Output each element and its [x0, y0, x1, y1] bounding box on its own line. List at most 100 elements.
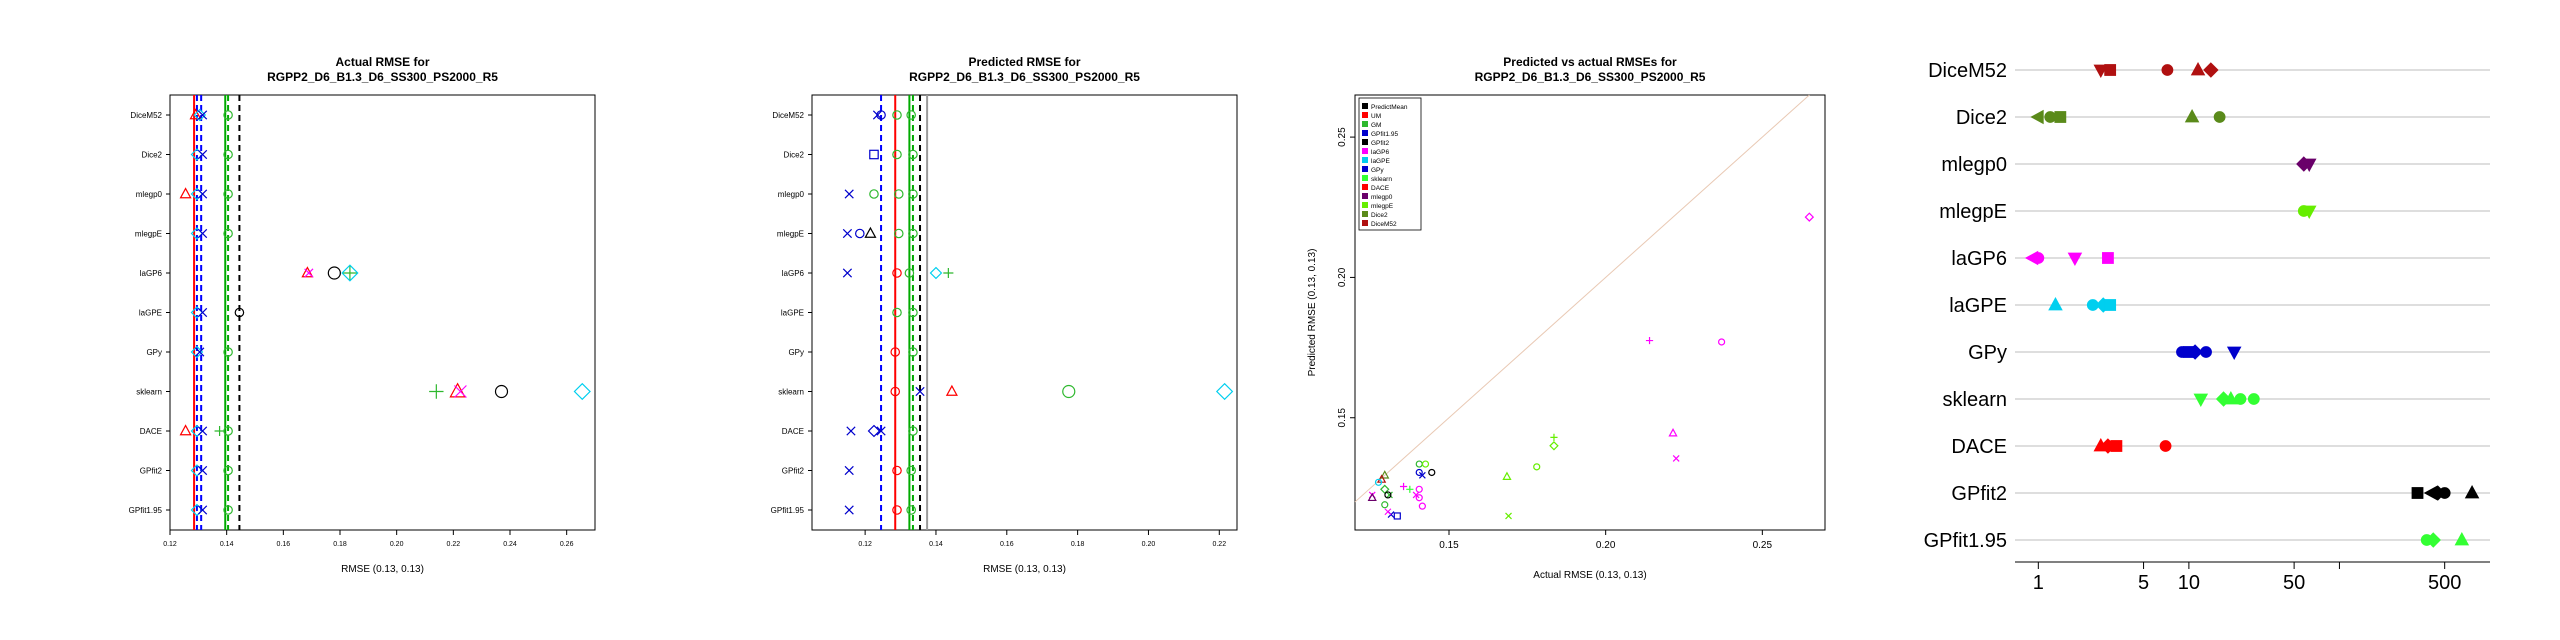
- data-point: [904, 268, 915, 278]
- chart-subtitle: RGPP2_D6_B1.3_D6_SS300_PS2000_R5: [909, 70, 1140, 84]
- data-point: [1502, 471, 1512, 480]
- x-tick-label: 0.22: [1212, 541, 1226, 548]
- data-point: [2159, 440, 2172, 452]
- data-point: [223, 149, 233, 160]
- y-tick-label: laGPE: [781, 309, 804, 318]
- chart-title: Actual RMSE for: [335, 55, 429, 69]
- data-point: [573, 382, 591, 401]
- data-point: [867, 424, 881, 438]
- data-point: [304, 268, 314, 278]
- chart-title: Predicted vs actual RMSEs for: [1503, 55, 1677, 69]
- y-tick-label: 0.15: [1337, 408, 1348, 428]
- y-tick-label: DiceM52: [130, 111, 162, 120]
- data-points: [842, 110, 1234, 515]
- data-point: [197, 189, 208, 199]
- category-label: laGP6: [1951, 248, 2007, 270]
- data-point: [892, 465, 902, 476]
- legend-swatch: [1362, 193, 1368, 199]
- category-label: GPy: [1968, 342, 2007, 364]
- x-tick-label: 0.24: [503, 541, 517, 548]
- x-tick-label: 0.25: [1753, 540, 1773, 551]
- legend-entry: GM: [1371, 122, 1381, 129]
- data-point: [2234, 393, 2247, 405]
- data-points: [1367, 212, 1815, 520]
- y-tick-label: GPy: [146, 348, 162, 357]
- data-point: [869, 189, 879, 199]
- data-point: [2464, 485, 2480, 499]
- data-point: [1062, 384, 1076, 399]
- data-point: [892, 149, 902, 160]
- y-tick-label: GPfit2: [140, 467, 163, 476]
- data-point: [1533, 463, 1541, 471]
- legend-swatch: [1362, 202, 1368, 208]
- identity-line: [1354, 94, 1810, 503]
- data-point: [1418, 471, 1426, 479]
- data-point: [2067, 252, 2083, 266]
- data-point: [342, 265, 358, 281]
- y-tick-label: DiceM52: [772, 111, 804, 120]
- legend-entry: DACE: [1371, 185, 1390, 192]
- data-point: [2102, 252, 2114, 264]
- legend-entry: GPfit2: [1371, 140, 1389, 147]
- legend-entry: DiceM52: [1371, 221, 1397, 228]
- data-point: [179, 424, 192, 436]
- data-point: [908, 228, 918, 239]
- data-point: [876, 110, 886, 120]
- data-point: [906, 110, 916, 120]
- data-point: [1415, 468, 1423, 477]
- x-tick-label: 0.16: [1000, 541, 1014, 548]
- data-point: [872, 110, 883, 120]
- data-points: [179, 108, 591, 517]
- data-point: [1672, 455, 1680, 462]
- data-point: [2425, 532, 2441, 548]
- legend-swatch: [1362, 157, 1368, 163]
- data-point: [1549, 441, 1559, 451]
- data-point: [855, 228, 865, 239]
- data-point: [453, 385, 467, 398]
- y-tick-label: GPfit1.95: [129, 506, 163, 515]
- data-point: [2203, 62, 2219, 78]
- data-point: [2223, 391, 2239, 405]
- data-point: [890, 347, 901, 357]
- data-point: [906, 505, 916, 515]
- data-point: [2213, 111, 2226, 123]
- y-tick-label: 0.25: [1337, 127, 1348, 147]
- legend-entry: PredictMean: [1371, 104, 1408, 111]
- plot-frame: [169, 94, 596, 531]
- y-tick-label: mlegp0: [136, 190, 163, 199]
- y-tick-label: mlegpE: [135, 230, 162, 239]
- legend-swatch: [1362, 184, 1368, 190]
- data-point: [2044, 111, 2057, 123]
- y-tick-label: laGP6: [140, 269, 163, 278]
- data-point: [892, 110, 902, 120]
- data-point: [1415, 485, 1423, 493]
- data-point: [892, 307, 902, 318]
- data-point: [929, 266, 943, 280]
- data-points: [2024, 62, 2480, 548]
- legend-entry: mlegpE: [1371, 203, 1394, 210]
- legend-box: [1358, 97, 1422, 231]
- data-point: [190, 345, 204, 359]
- data-point: [1804, 212, 1815, 222]
- data-point: [915, 386, 925, 397]
- data-point: [223, 347, 233, 357]
- chart-title: Predicted RMSE for: [968, 55, 1080, 69]
- data-point: [2411, 487, 2424, 499]
- data-point: [2226, 346, 2242, 360]
- category-label: Dice2: [1956, 107, 2007, 129]
- y-tick-label: GPfit1.95: [771, 506, 805, 515]
- data-point: [2454, 532, 2470, 546]
- y-tick-label: sklearn: [778, 388, 804, 397]
- x-tick-label: 0.20: [1142, 541, 1156, 548]
- x-tick-label: 0.22: [447, 541, 461, 548]
- y-tick-label: laGPE: [139, 309, 162, 318]
- data-point: [2032, 252, 2045, 264]
- x-tick-label: 500: [2428, 572, 2461, 594]
- data-point: [2438, 487, 2451, 499]
- legend-entry: Dice2: [1371, 212, 1388, 219]
- data-point: [223, 465, 233, 476]
- data-point: [1386, 491, 1393, 499]
- chart-subtitle: RGPP2_D6_B1.3_D6_SS300_PS2000_R5: [1475, 70, 1706, 84]
- data-point: [876, 426, 886, 436]
- data-point: [1367, 492, 1377, 502]
